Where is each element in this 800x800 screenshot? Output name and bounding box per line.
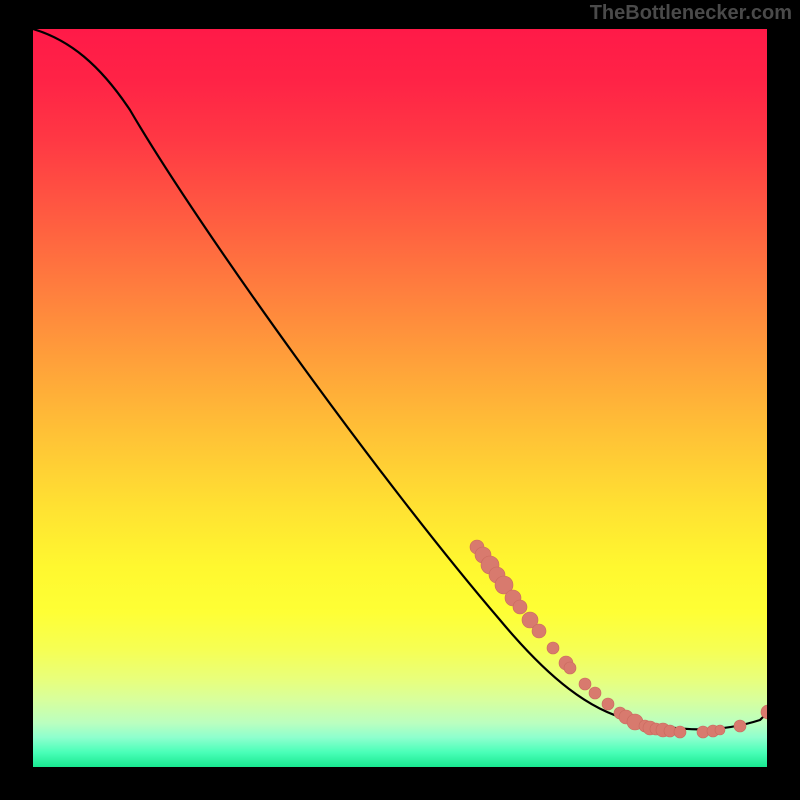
data-point-marker — [513, 600, 527, 614]
watermark-text: TheBottlenecker.com — [590, 2, 792, 25]
marker-group — [470, 540, 767, 738]
data-point-marker — [734, 720, 746, 732]
data-point-marker — [564, 662, 576, 674]
chart-curve-layer — [33, 29, 767, 767]
data-point-marker — [579, 678, 591, 690]
data-point-marker — [715, 725, 725, 735]
bottleneck-curve — [33, 29, 767, 729]
data-point-marker — [547, 642, 559, 654]
data-point-marker — [674, 726, 686, 738]
data-point-marker — [602, 698, 614, 710]
chart-plot-area — [33, 29, 767, 767]
data-point-marker — [532, 624, 546, 638]
data-point-marker — [589, 687, 601, 699]
